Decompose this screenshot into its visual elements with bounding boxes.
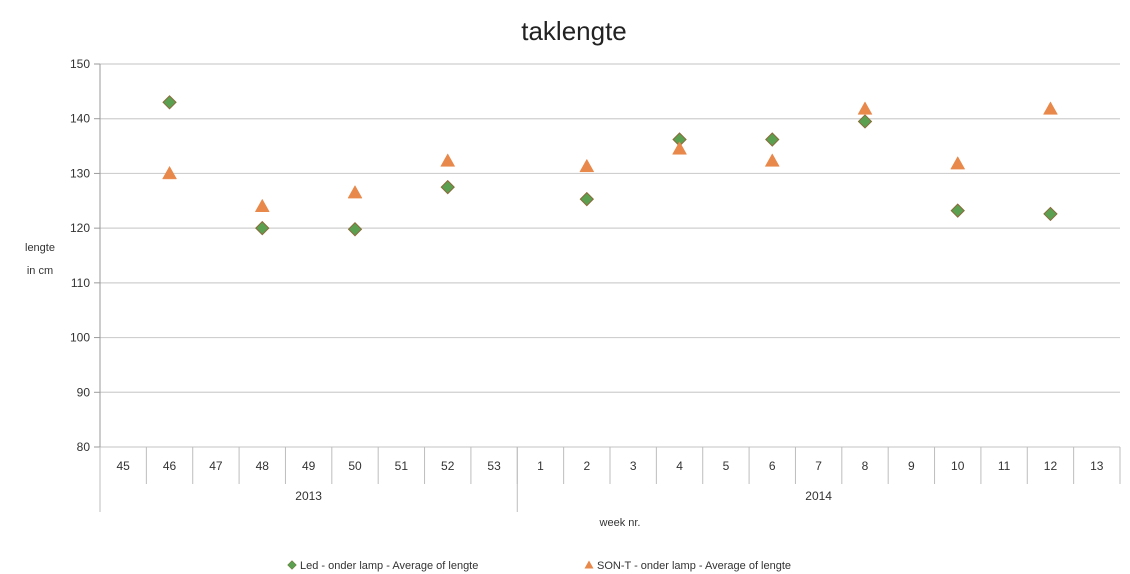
sont-point <box>764 153 780 167</box>
y-axis-label-line2: in cm <box>27 265 53 277</box>
led-point <box>440 179 455 195</box>
legend-marker-led <box>287 560 297 570</box>
sont-point <box>1043 101 1058 115</box>
x-tick-label: 47 <box>209 459 223 473</box>
sont-point <box>162 165 177 180</box>
x-tick-label: 8 <box>862 459 869 473</box>
x-axis-label: week nr. <box>599 517 641 529</box>
y-tick-label: 140 <box>70 112 90 126</box>
led-point <box>162 95 177 110</box>
sont-point <box>254 198 270 213</box>
series-2 <box>162 101 1058 213</box>
year-label: 2014 <box>805 489 832 503</box>
x-tick-label: 52 <box>441 459 455 473</box>
legend-marker-sont <box>584 560 594 569</box>
x-tick-label: 10 <box>951 459 965 473</box>
led-point <box>579 191 595 207</box>
x-tick-label: 13 <box>1090 459 1104 473</box>
x-tick-label: 11 <box>998 459 1011 473</box>
led-point <box>255 220 270 236</box>
sont-point <box>347 185 363 199</box>
series-1 <box>162 95 1058 237</box>
x-tick-label: 7 <box>815 459 822 473</box>
y-tick-label: 80 <box>77 440 91 454</box>
led-point <box>1043 206 1058 222</box>
x-tick-label: 48 <box>256 459 270 473</box>
x-tick-label: 45 <box>117 459 131 473</box>
legend-label: Led - onder lamp - Average of lengte <box>300 560 478 572</box>
legend: Led - onder lamp - Average of lengte SON-… <box>287 560 791 572</box>
x-tick-label: 2 <box>583 459 590 473</box>
x-tick-label: 1 <box>537 459 544 473</box>
x-tick-label: 4 <box>676 459 683 473</box>
x-tick-label: 9 <box>908 459 915 473</box>
sont-point <box>950 156 966 170</box>
chart-title: taklengte <box>521 16 627 46</box>
sont-point <box>440 153 456 167</box>
x-tick-label: 12 <box>1044 459 1058 473</box>
y-tick-label: 90 <box>77 385 91 399</box>
x-tick-label: 49 <box>302 459 316 473</box>
legend-label: SON-T - onder lamp - Average of lengte <box>597 560 791 572</box>
x-tick-label: 46 <box>163 459 177 473</box>
sont-point <box>857 101 873 115</box>
year-label: 2013 <box>295 489 322 503</box>
y-tick-label: 100 <box>70 331 90 345</box>
sont-point <box>672 141 687 155</box>
led-point <box>765 132 780 147</box>
led-point <box>857 114 873 129</box>
y-axis-label-line1: lengte <box>25 242 55 254</box>
led-point <box>347 222 363 237</box>
x-tick-label: 51 <box>395 459 409 473</box>
led-point <box>950 203 965 218</box>
x-tick-label: 3 <box>630 459 637 473</box>
y-tick-label: 130 <box>70 166 90 180</box>
y-tick-label: 110 <box>71 276 90 290</box>
x-tick-label: 5 <box>723 459 730 473</box>
x-tick-label: 50 <box>348 459 362 473</box>
x-tick-label: 6 <box>769 459 776 473</box>
y-tick-label: 150 <box>70 57 90 71</box>
sont-point <box>579 158 595 173</box>
x-tick-label: 53 <box>487 459 501 473</box>
y-tick-label: 120 <box>70 221 90 235</box>
